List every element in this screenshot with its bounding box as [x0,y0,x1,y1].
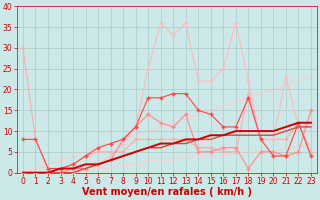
X-axis label: Vent moyen/en rafales ( km/h ): Vent moyen/en rafales ( km/h ) [82,187,252,197]
